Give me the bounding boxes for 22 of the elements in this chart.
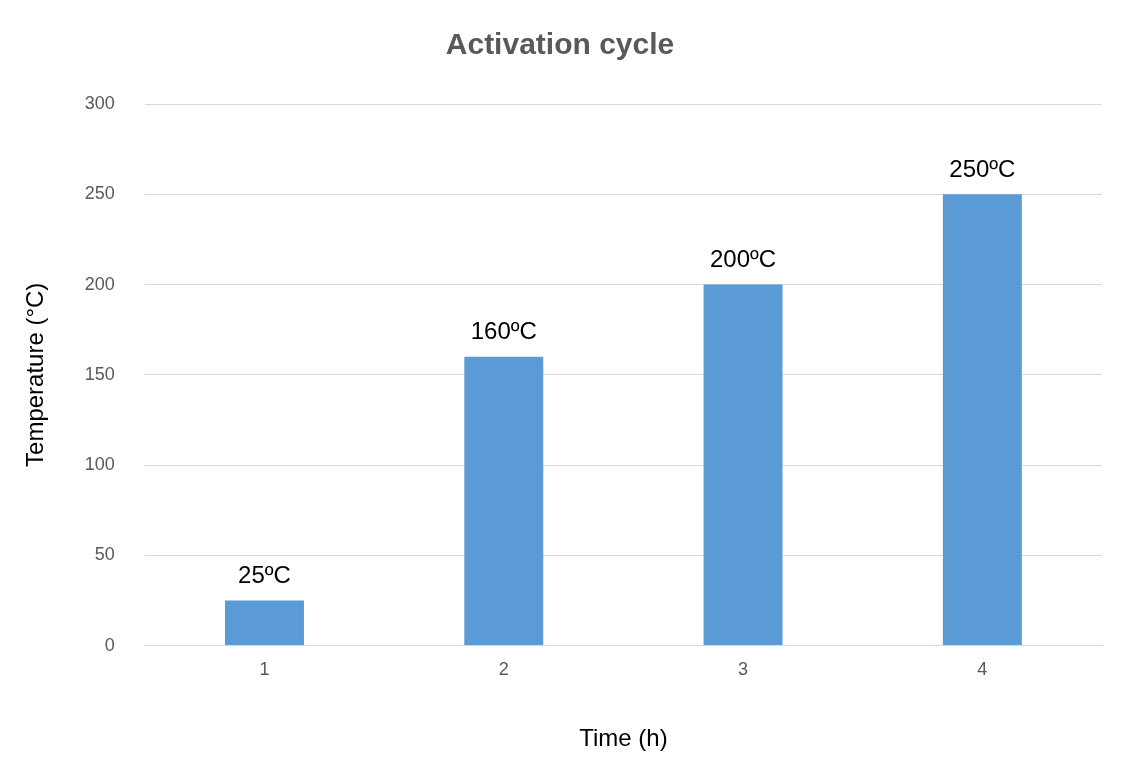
bar: [464, 356, 544, 646]
data-label: 250ºC: [949, 154, 1016, 182]
bar: [942, 194, 1022, 646]
data-label: 200ºC: [709, 245, 777, 273]
bar: [703, 284, 783, 646]
x-tick-label: 2: [498, 659, 509, 680]
data-label: 160ºC: [470, 317, 537, 345]
y-tick-label: 0: [104, 634, 115, 655]
y-tick-label: 50: [94, 544, 115, 565]
x-tick-label: 3: [738, 659, 749, 680]
x-tick-label: 1: [259, 659, 270, 680]
y-axis-title: Temperature (°C): [21, 282, 49, 467]
x-axis-title: Time (h): [579, 724, 668, 752]
bar: [225, 600, 304, 646]
data-label: 25ºC: [238, 561, 291, 589]
y-tick-label: 300: [84, 92, 115, 113]
y-tick-label: 200: [84, 273, 115, 294]
chart-title: Activation cycle: [445, 27, 675, 61]
y-tick-label: 100: [84, 454, 115, 475]
y-tick-label: 250: [84, 183, 115, 204]
x-tick-label: 4: [977, 659, 988, 680]
y-tick-label: 150: [84, 363, 115, 384]
